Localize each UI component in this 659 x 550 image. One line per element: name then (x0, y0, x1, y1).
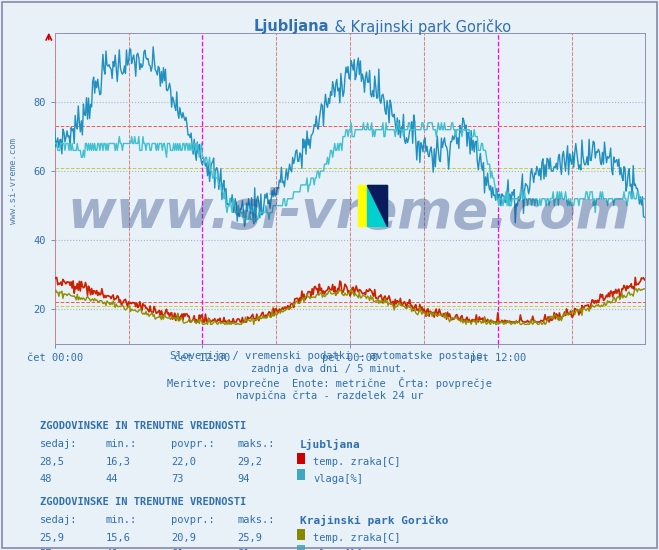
Text: 29,2: 29,2 (237, 457, 262, 467)
Text: povpr.:: povpr.: (171, 439, 215, 449)
Text: Ljubljana: Ljubljana (300, 439, 360, 450)
Text: 22,0: 22,0 (171, 457, 196, 467)
Text: 15,6: 15,6 (105, 533, 130, 543)
Text: Slovenija / vremenski podatki - avtomatske postaje.: Slovenija / vremenski podatki - avtomats… (170, 351, 489, 361)
Text: 46: 46 (105, 549, 118, 550)
Text: sedaj:: sedaj: (40, 439, 77, 449)
Text: maks.:: maks.: (237, 515, 275, 525)
Text: Meritve: povprečne  Enote: metrične  Črta: povprečje: Meritve: povprečne Enote: metrične Črta:… (167, 377, 492, 389)
Bar (366, 185, 387, 227)
Text: 61: 61 (171, 549, 184, 550)
Text: 20,9: 20,9 (171, 533, 196, 543)
Text: Ljubljana: Ljubljana (254, 19, 330, 34)
Text: 16,3: 16,3 (105, 457, 130, 467)
Text: 81: 81 (237, 549, 250, 550)
Bar (358, 185, 379, 227)
Text: ZGODOVINSKE IN TRENUTNE VREDNOSTI: ZGODOVINSKE IN TRENUTNE VREDNOSTI (40, 497, 246, 507)
Text: 25,9: 25,9 (40, 533, 65, 543)
Text: 48: 48 (40, 474, 52, 483)
Text: www.si-vreme.com: www.si-vreme.com (9, 139, 18, 224)
Text: & Krajinski park Goričko: & Krajinski park Goričko (330, 19, 511, 35)
Text: 25,9: 25,9 (237, 533, 262, 543)
Text: 73: 73 (171, 474, 184, 483)
Text: Krajinski park Goričko: Krajinski park Goričko (300, 515, 448, 526)
Text: vlaga[%]: vlaga[%] (313, 474, 363, 483)
Text: min.:: min.: (105, 515, 136, 525)
Text: povpr.:: povpr.: (171, 515, 215, 525)
Text: 44: 44 (105, 474, 118, 483)
Text: zadnja dva dni / 5 minut.: zadnja dva dni / 5 minut. (251, 364, 408, 374)
Text: navpična črta - razdelek 24 ur: navpična črta - razdelek 24 ur (236, 390, 423, 401)
Polygon shape (366, 185, 387, 227)
Text: vlaga[%]: vlaga[%] (313, 549, 363, 550)
Text: temp. zraka[C]: temp. zraka[C] (313, 457, 401, 467)
Text: temp. zraka[C]: temp. zraka[C] (313, 533, 401, 543)
Text: maks.:: maks.: (237, 439, 275, 449)
Text: ZGODOVINSKE IN TRENUTNE VREDNOSTI: ZGODOVINSKE IN TRENUTNE VREDNOSTI (40, 421, 246, 431)
Text: 28,5: 28,5 (40, 457, 65, 467)
Text: sedaj:: sedaj: (40, 515, 77, 525)
Text: min.:: min.: (105, 439, 136, 449)
Text: 94: 94 (237, 474, 250, 483)
Text: www.si-vreme.com: www.si-vreme.com (68, 187, 631, 239)
Text: 57: 57 (40, 549, 52, 550)
